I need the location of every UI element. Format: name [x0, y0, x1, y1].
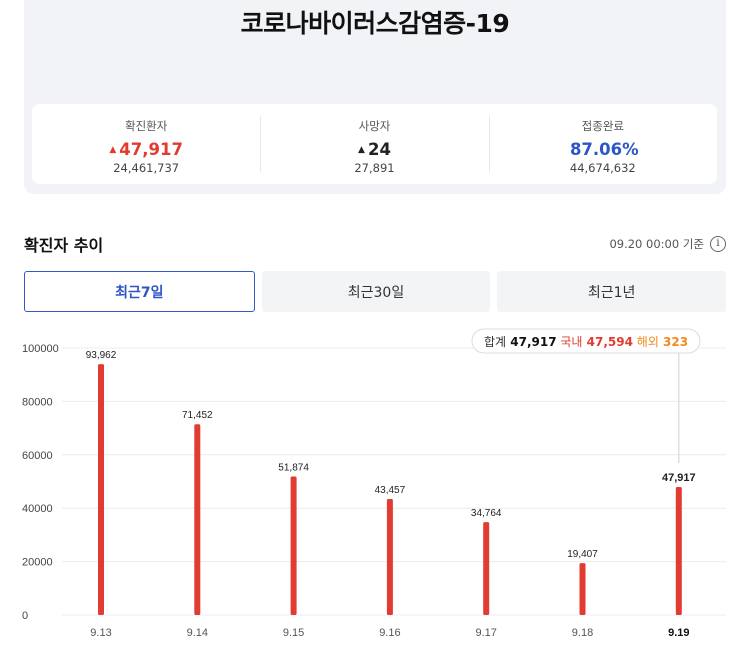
section-title: 확진자 추이	[24, 236, 104, 255]
stat-vaccinated: 접종완료 87.06% 44,674,632	[488, 104, 717, 184]
bar-value-label: 93,962	[86, 350, 117, 361]
y-tick-label: 100000	[22, 343, 59, 355]
chart-bar[interactable]	[579, 563, 586, 615]
y-tick-label: 20000	[22, 557, 53, 569]
stat-total: 24,461,737	[113, 161, 180, 175]
total-tooltip: 합계 47,917 국내 47,594 해외 323	[471, 328, 701, 354]
tab-30days[interactable]: 최근30일	[261, 271, 491, 312]
stat-deaths: 사망자 ▲ 24 27,891	[260, 104, 488, 184]
stat-value: 87.06%	[489, 140, 717, 159]
chart-bar[interactable]	[483, 522, 490, 615]
chart-bar[interactable]	[290, 476, 297, 615]
summary-panel: 코로나바이러스감염증-19 확진환자 ▲ 47,917 24,461,737 사망…	[24, 0, 726, 194]
page-title: 코로나바이러스감염증-19	[240, 9, 510, 38]
period-tabs: 최근7일 최근30일 최근1년	[24, 271, 727, 312]
x-tick-label: 9.16	[379, 627, 400, 639]
x-tick-label: 9.13	[90, 627, 111, 639]
x-tick-label: 9.18	[572, 627, 593, 639]
tooltip-box	[471, 328, 701, 354]
stat-number: 47,917	[119, 140, 183, 159]
stats-card: 확진환자 ▲ 47,917 24,461,737 사망자 ▲ 24 27,891 접…	[32, 104, 717, 184]
date-reference: 09.20 00:00 기준 i	[609, 236, 726, 252]
bar-value-label: 34,764	[471, 508, 502, 519]
tab-7days[interactable]: 최근7일	[24, 271, 255, 312]
confirmed-cases-bar-chart: 0 20000 40000 60000 80000 100000 93,962 9.13 71,…	[22, 328, 726, 639]
chart-bar[interactable]	[194, 424, 201, 615]
bar-value-label: 47,917	[662, 472, 696, 484]
stat-value: ▲ 47,917	[32, 140, 260, 159]
x-tick-label: 9.14	[187, 627, 208, 639]
info-icon[interactable]: i	[710, 236, 726, 252]
stat-total: 44,674,632	[569, 161, 636, 175]
x-tick-label: 9.17	[475, 627, 496, 639]
up-arrow-icon: ▲	[358, 145, 365, 155]
stat-number: 87.06%	[569, 140, 639, 159]
y-tick-label: 60000	[22, 450, 53, 462]
stat-label: 확진환자	[125, 119, 168, 133]
x-tick-label: 9.19	[668, 627, 689, 639]
up-arrow-icon: ▲	[109, 145, 117, 155]
x-tick-label: 9.15	[283, 627, 304, 639]
bar-value-label: 19,407	[567, 549, 598, 560]
chart-bar[interactable]	[386, 498, 393, 615]
stat-value: ▲ 24	[260, 140, 488, 159]
y-tick-label: 0	[22, 610, 28, 622]
stat-label: 접종완료	[581, 119, 624, 133]
stat-confirmed: 확진환자 ▲ 47,917 24,461,737	[32, 104, 260, 184]
stat-total: 27,891	[354, 161, 395, 175]
date-reference-text: 09.20 00:00 기준	[609, 237, 704, 251]
chart-bar[interactable]	[675, 487, 682, 615]
stat-label: 사망자	[358, 119, 391, 133]
tooltip-text: 합계 47,917 국내 47,594 해외 323	[484, 335, 688, 349]
y-tick-label: 40000	[22, 503, 53, 515]
stat-number: 24	[367, 140, 391, 159]
chart-bar[interactable]	[98, 364, 104, 615]
y-tick-label: 80000	[22, 396, 53, 408]
bar-value-label: 43,457	[375, 485, 406, 496]
tab-1year[interactable]: 최근1년	[497, 271, 727, 312]
bar-value-label: 51,874	[278, 462, 309, 473]
bar-value-label: 71,452	[182, 410, 213, 421]
